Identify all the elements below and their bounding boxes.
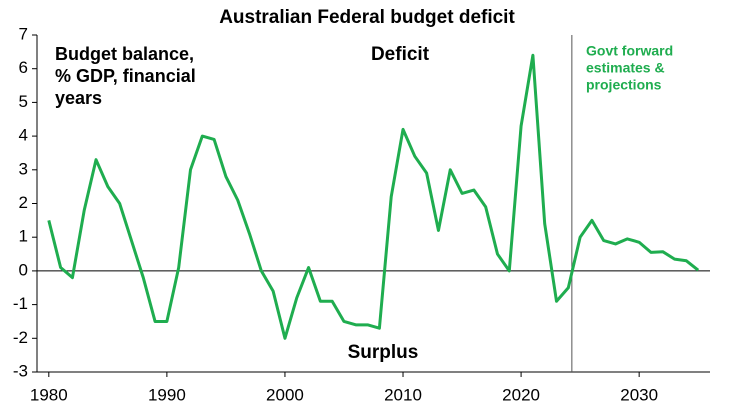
- y-tick-label: 1: [19, 227, 28, 246]
- x-tick-label: 2010: [384, 385, 422, 404]
- axis-note: years: [55, 88, 102, 108]
- y-tick-label: 4: [19, 126, 28, 145]
- axis-note: % GDP, financial: [55, 66, 196, 86]
- forecast-note: estimates &: [586, 60, 665, 76]
- y-tick-label: 5: [19, 92, 28, 111]
- x-tick-label: 2020: [502, 385, 540, 404]
- forecast-note: projections: [586, 77, 662, 93]
- y-tick-label: -2: [13, 328, 28, 347]
- x-tick-label: 2030: [620, 385, 658, 404]
- y-tick-label: 0: [19, 260, 28, 279]
- axis-note: Budget balance,: [55, 44, 194, 64]
- y-tick-label: 6: [19, 58, 28, 77]
- data-line: [47, 53, 700, 340]
- chart-title: Australian Federal budget deficit: [219, 7, 515, 28]
- y-tick-label: 3: [19, 159, 28, 178]
- y-tick-label: -1: [13, 294, 28, 313]
- x-tick-label: 2000: [266, 385, 304, 404]
- y-tick-label: -3: [13, 361, 28, 380]
- y-tick-label: 7: [19, 24, 28, 43]
- surplus-label: Surplus: [348, 342, 419, 363]
- y-tick-label: 2: [19, 193, 28, 212]
- forecast-note: Govt forward: [586, 43, 673, 59]
- x-tick-label: 1980: [30, 385, 68, 404]
- x-tick-label: 1990: [148, 385, 186, 404]
- deficit-label: Deficit: [371, 44, 430, 65]
